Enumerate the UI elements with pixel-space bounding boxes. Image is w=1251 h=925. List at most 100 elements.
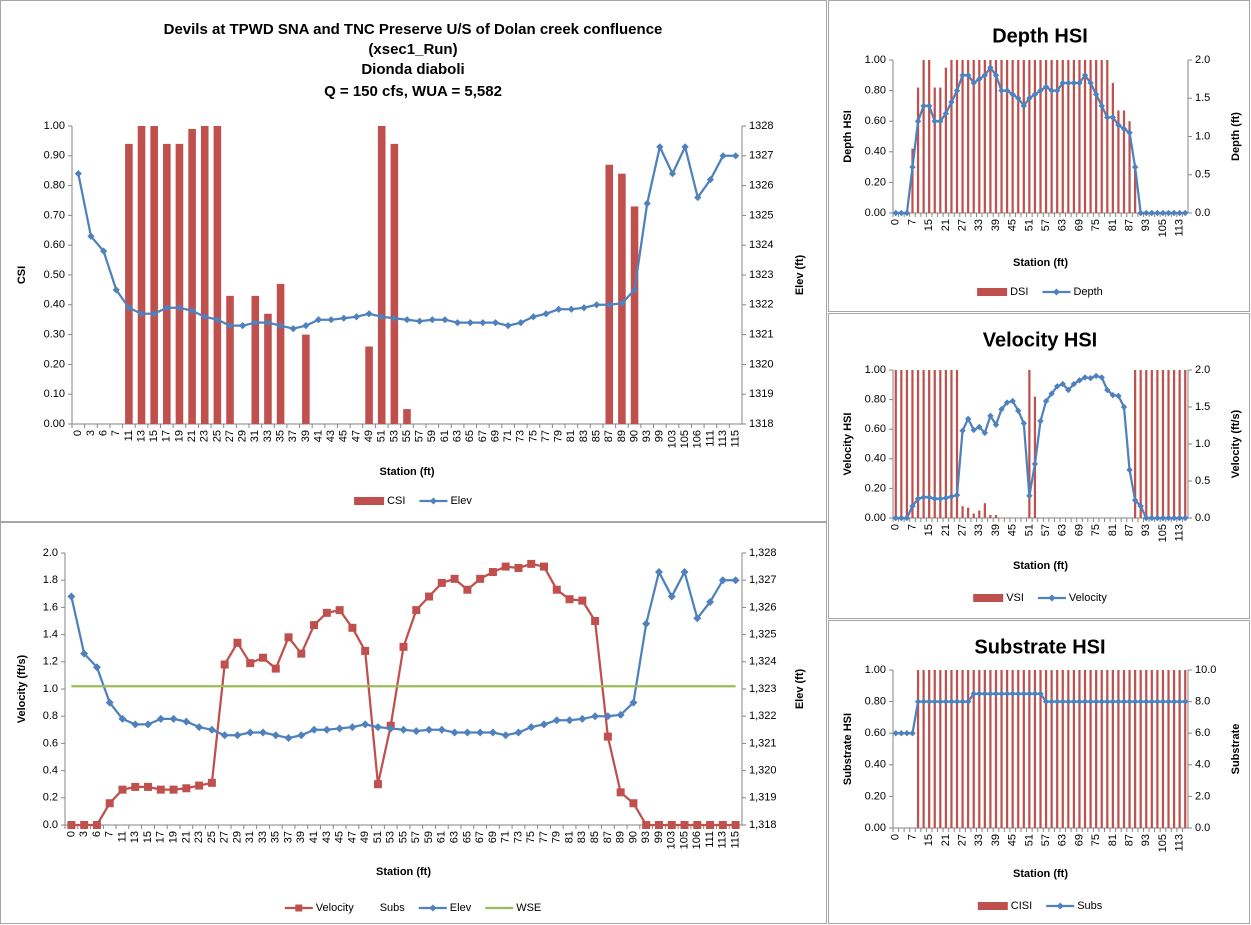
marker <box>373 723 382 732</box>
bar <box>276 283 285 424</box>
marker <box>182 717 191 726</box>
marker <box>981 72 989 79</box>
marker <box>1165 514 1172 522</box>
x-tick-label: 27 <box>224 430 236 442</box>
x-tick-label: 29 <box>231 831 243 843</box>
marker <box>118 785 127 794</box>
marker <box>1031 91 1039 98</box>
x-tick-label: 13 <box>135 430 147 442</box>
chart-title: (xsec1_Run) <box>368 41 457 58</box>
legend-label: Elev <box>450 902 472 914</box>
bar <box>950 370 953 518</box>
y2-axis-label: Elev (ft) <box>794 668 806 709</box>
marker <box>207 778 216 787</box>
x-tick-label: 71 <box>502 430 514 442</box>
marker <box>914 495 922 502</box>
marker <box>1092 91 1100 98</box>
bar <box>916 670 920 828</box>
marker <box>1176 698 1183 705</box>
marker <box>365 310 373 318</box>
marker <box>105 698 114 707</box>
marker <box>898 730 905 737</box>
y-tick-label: 0.20 <box>865 482 886 494</box>
marker <box>1170 698 1178 705</box>
bar <box>922 370 925 518</box>
marker <box>1126 466 1133 474</box>
marker <box>555 305 563 313</box>
marker <box>578 714 587 723</box>
x-tick-label: 89 <box>616 430 628 442</box>
marker <box>992 421 1000 428</box>
bar <box>1122 110 1126 213</box>
marker <box>540 562 549 571</box>
y-tick-label: 0.60 <box>865 423 886 435</box>
x-tick-label: 81 <box>1107 524 1119 536</box>
marker <box>92 821 101 829</box>
x-tick-label: 43 <box>321 831 333 843</box>
marker <box>1115 392 1122 400</box>
y-tick-label: 1.00 <box>865 54 886 66</box>
marker <box>914 698 922 705</box>
y-tick-label: 0.80 <box>865 394 886 406</box>
panel <box>828 620 1250 924</box>
marker <box>163 304 171 312</box>
x-tick-label: 15 <box>923 524 935 536</box>
marker <box>1109 698 1117 705</box>
marker <box>340 314 348 322</box>
bar <box>944 67 947 214</box>
legend-swatch <box>977 288 1008 296</box>
x-tick-label: 65 <box>464 430 476 442</box>
x-tick-label: 105 <box>678 831 690 849</box>
marker <box>466 319 474 327</box>
bar <box>1039 60 1042 213</box>
x-tick-label: 39 <box>990 834 1002 846</box>
y-tick-label: 0.40 <box>865 759 886 771</box>
bar <box>1072 60 1076 213</box>
marker <box>335 606 344 615</box>
bar <box>967 507 970 518</box>
x-tick-label: 93 <box>640 831 652 843</box>
marker <box>1109 391 1117 399</box>
marker <box>463 728 472 737</box>
marker <box>931 118 938 125</box>
marker <box>322 725 331 734</box>
bar <box>1017 60 1020 213</box>
y-tick-label: 0.00 <box>865 512 886 524</box>
bar <box>983 60 986 213</box>
y2-tick-label: 0.5 <box>1195 475 1210 487</box>
bar <box>251 295 260 424</box>
x-axis-label: Station (ft) <box>1013 868 1068 880</box>
bar <box>1067 670 1070 828</box>
x-tick-label: 81 <box>1107 219 1119 231</box>
bar <box>928 370 931 518</box>
x-tick-label: 87 <box>1123 219 1135 231</box>
marker <box>1031 460 1039 468</box>
legend-swatch <box>977 902 1008 910</box>
marker <box>1137 502 1144 510</box>
bar <box>972 670 975 828</box>
bar <box>1033 60 1037 213</box>
x-tick-label: 105 <box>1157 834 1169 852</box>
marker <box>1143 698 1150 705</box>
marker <box>1065 698 1072 705</box>
bar <box>1044 670 1048 828</box>
bar <box>989 670 992 828</box>
x-tick-label: 45 <box>338 430 350 442</box>
y2-tick-label: 6.0 <box>1195 727 1210 739</box>
legend: DSI Depth <box>977 286 1103 298</box>
y2-tick-label: 0.0 <box>1195 512 1210 524</box>
x-tick-label: 0 <box>72 430 84 436</box>
marker <box>970 426 977 434</box>
bar <box>1000 670 1003 828</box>
marker <box>297 731 306 740</box>
x-tick-label: 6 <box>98 430 110 436</box>
legend-marker <box>429 497 437 505</box>
marker <box>1143 514 1150 522</box>
marker <box>1165 698 1172 705</box>
marker <box>348 623 357 632</box>
y2-tick-label: 8.0 <box>1195 696 1210 708</box>
marker <box>67 592 76 601</box>
marker <box>1165 209 1172 217</box>
legend-label: CSI <box>387 495 405 507</box>
x-tick-label: 23 <box>193 831 205 843</box>
